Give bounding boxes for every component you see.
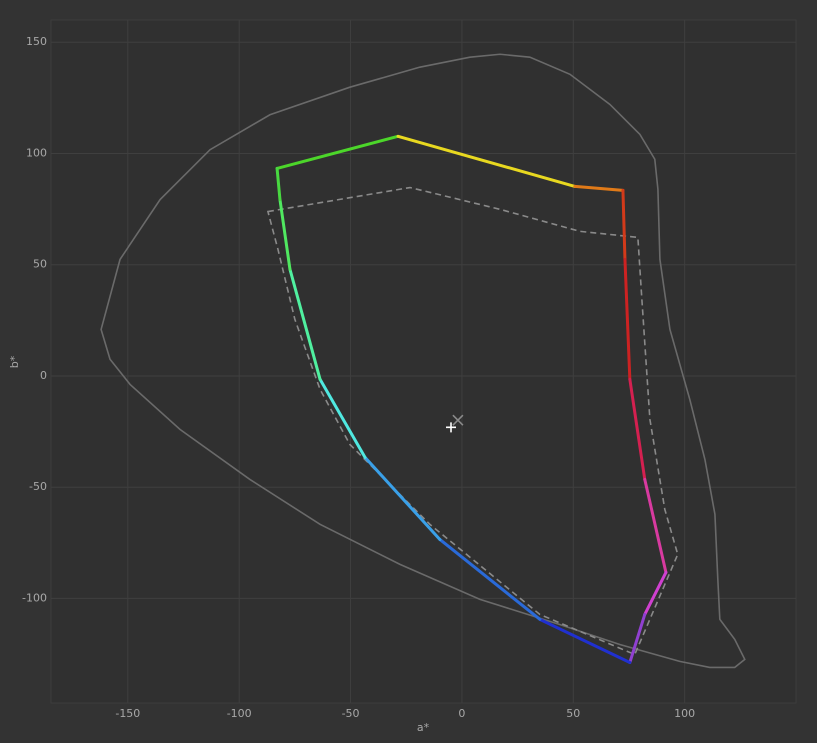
gamut-segment: [538, 617, 632, 665]
y-tick-label: 100: [26, 146, 47, 159]
y-tick-label: -100: [22, 591, 47, 604]
outline: [266, 186, 679, 656]
x-axis-label: a*: [417, 721, 430, 734]
point-marker: [452, 414, 464, 426]
gamut-segment: [396, 134, 577, 188]
y-tick-label: 0: [40, 369, 47, 382]
y-tick-label: 150: [26, 35, 47, 48]
point-marker: [446, 422, 457, 433]
gamut-segment: [623, 257, 632, 381]
gamut-segment: [275, 134, 400, 170]
x-tick-label: -100: [227, 707, 252, 720]
gamut-segment: [643, 477, 668, 574]
gamut-segment: [628, 377, 647, 481]
outline: [100, 53, 746, 669]
gamut-segment: [318, 377, 367, 459]
gamut-segment: [643, 570, 668, 616]
gamut-segment: [438, 537, 542, 621]
gamut-segment: [573, 184, 625, 192]
gamut-segment: [275, 166, 282, 202]
gamut-segment: [363, 455, 442, 541]
y-tick-label: 50: [33, 258, 47, 271]
gamut-segment: [621, 188, 627, 261]
x-tick-label: -50: [342, 707, 360, 720]
gamut-segment: [628, 612, 647, 665]
x-tick-label: 100: [674, 707, 695, 720]
x-tick-label: -150: [115, 707, 140, 720]
x-tick-label: 0: [458, 707, 465, 720]
y-axis-label: b*: [8, 355, 21, 368]
plot-area: [50, 19, 797, 704]
gamut-segment: [278, 198, 292, 271]
x-tick-label: 50: [566, 707, 580, 720]
y-tick-label: -50: [29, 480, 47, 493]
gamut-segment: [288, 267, 322, 381]
